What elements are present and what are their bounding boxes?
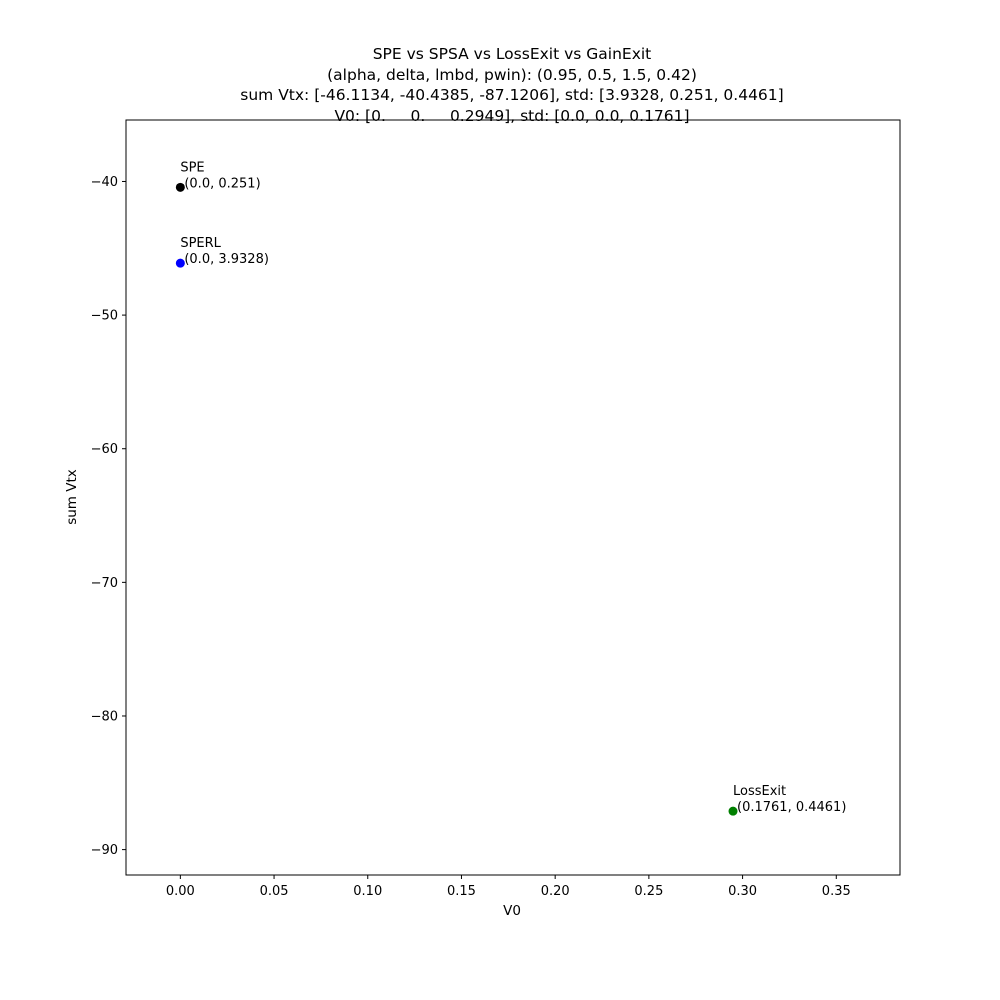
chart-title-line-3: sum Vtx: [-46.1134, -40.4385, -87.1206],… [240, 86, 784, 104]
point-name-label: SPERL [180, 236, 221, 251]
x-tick-label: 0.05 [260, 884, 289, 899]
chart-title-line-1: SPE vs SPSA vs LossExit vs GainExit [372, 45, 652, 63]
point-std-label: (0.0, 3.9328) [184, 252, 269, 267]
point-std-label: (0.0, 0.251) [184, 176, 260, 191]
y-axis-label: sum Vtx [64, 469, 80, 525]
x-tick-label: 0.35 [822, 884, 851, 899]
y-tick-label: −50 [91, 309, 118, 324]
data-point-spe [175, 182, 185, 192]
plot-frame [125, 119, 901, 876]
data-point-sperl [175, 258, 185, 268]
y-axis-ticks: −40 −50 −60 −70 −80 −90 [91, 175, 126, 858]
chart-title-line-2: (alpha, delta, lmbd, pwin): (0.95, 0.5, … [327, 65, 697, 84]
y-tick-label: −60 [91, 442, 118, 457]
point-std-label: (0.1761, 0.4461) [737, 800, 846, 815]
x-tick-label: 0.10 [353, 884, 382, 899]
x-tick-label: 0.30 [728, 884, 757, 899]
point-name-label: SPE [180, 160, 204, 175]
x-tick-label: 0.20 [541, 884, 570, 899]
data-points: SPE(0.0, 0.251) SPERL(0.0, 3.9328) LossExi… [175, 160, 846, 816]
chart-title: SPE vs SPSA vs LossExit vs GainExit (alp… [0, 44, 1000, 126]
point-name-label: LossExit [733, 784, 786, 799]
y-tick-label: −40 [91, 175, 118, 190]
y-tick-label: −90 [91, 843, 118, 858]
y-tick-label: −80 [91, 709, 118, 724]
x-tick-label: 0.15 [447, 884, 476, 899]
y-tick-label: −70 [91, 576, 118, 591]
data-point-lossexit [728, 806, 738, 816]
x-axis-ticks: 0.00 0.05 0.10 0.15 0.20 0.25 0.30 0.35 [166, 875, 851, 899]
x-tick-label: 0.00 [166, 884, 195, 899]
x-tick-label: 0.25 [634, 884, 663, 899]
x-axis-label: V0 [503, 903, 521, 919]
